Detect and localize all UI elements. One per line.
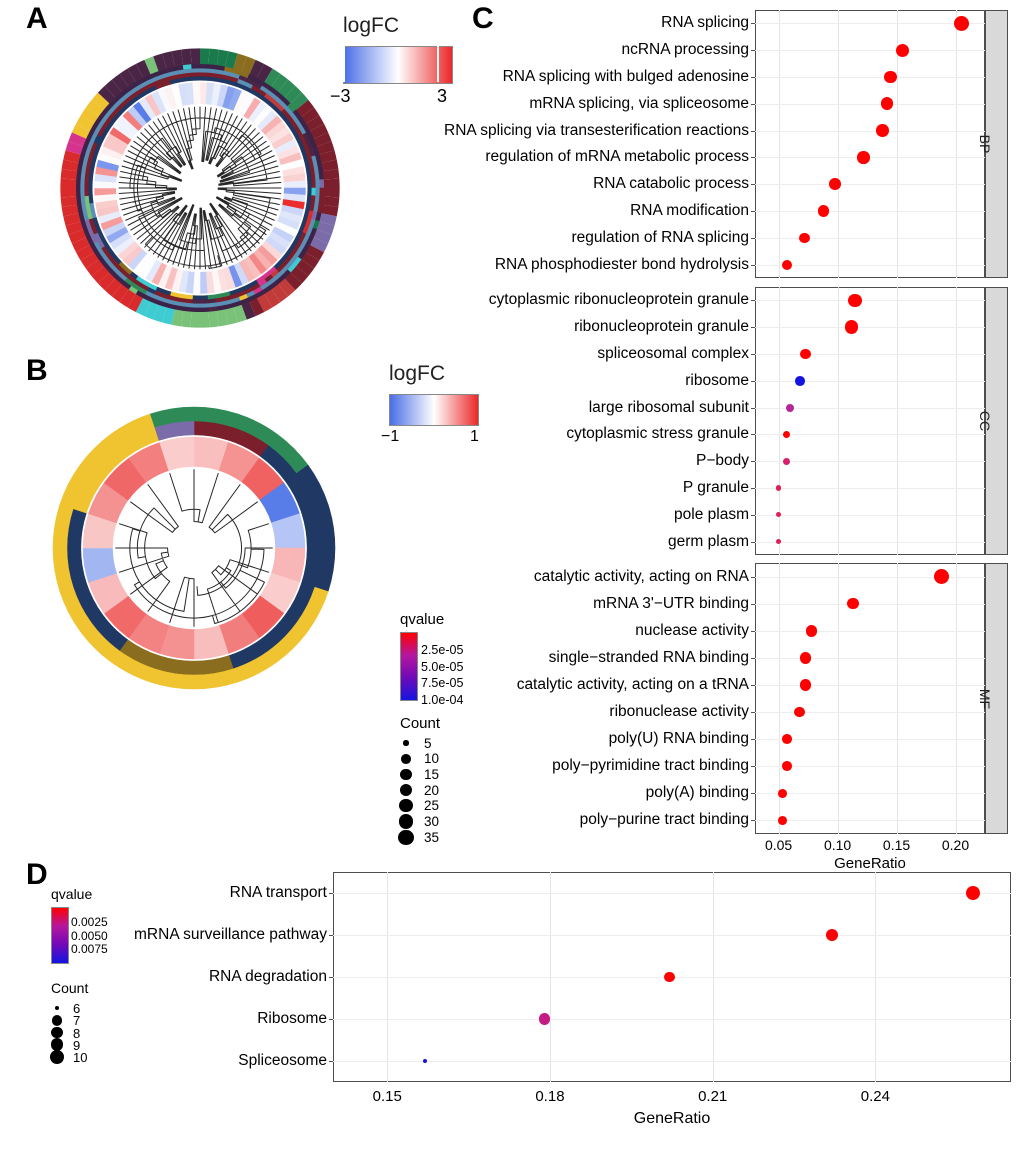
svg-text:BP: BP bbox=[977, 135, 993, 154]
svg-text:MF: MF bbox=[977, 688, 993, 708]
svg-text:CC: CC bbox=[977, 411, 993, 431]
